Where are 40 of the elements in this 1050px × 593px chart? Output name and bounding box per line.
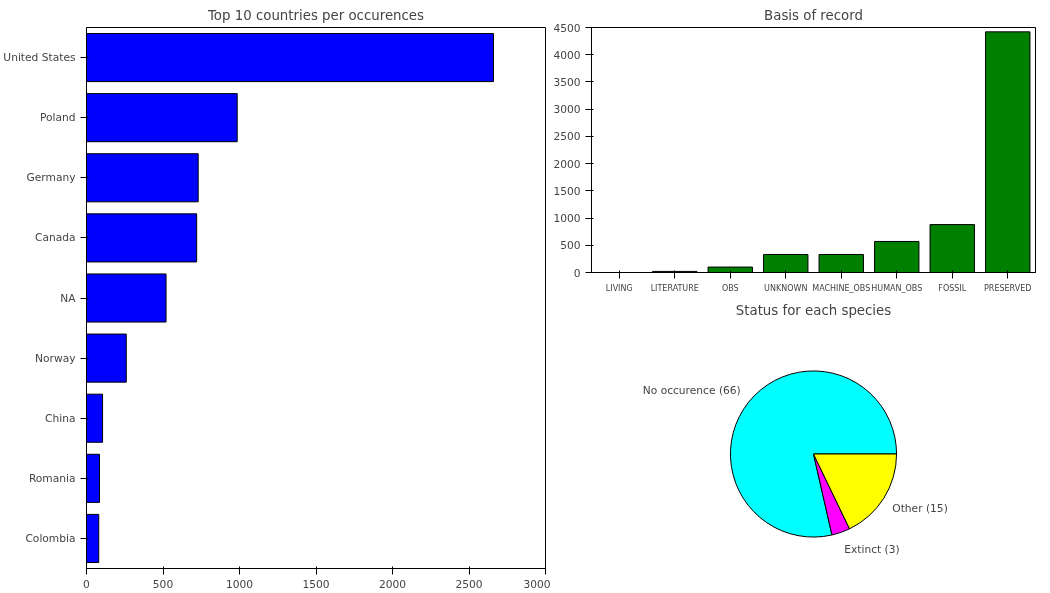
y-tick-label: Romania (28, 471, 76, 485)
x-tick-label: 500 (152, 577, 174, 591)
slice-label: No occurence (66) (642, 384, 741, 398)
x-tick-label: UNKNOWN (764, 283, 808, 293)
x-tick-label: OBS (721, 283, 739, 293)
x-tick-label: 1500 (302, 577, 330, 591)
x-tick-label: PRESERVED (984, 283, 1032, 293)
x-tick-label: 2000 (378, 577, 407, 591)
chart-title: Status for each species (735, 302, 892, 318)
chart-title: Basis of record (764, 7, 863, 23)
y-tick-label: China (45, 411, 76, 425)
y-tick-label: 4500 (553, 21, 581, 35)
y-tick-label: 3000 (553, 103, 581, 117)
y-tick-label: 1500 (553, 184, 581, 198)
y-tick-label: Poland (39, 111, 76, 125)
x-tick-label: LITERATURE (650, 283, 699, 293)
x-tick-label: HUMAN_OBS (871, 283, 923, 293)
y-tick-label: Colombia (25, 531, 76, 545)
y-tick-label: 4000 (553, 48, 581, 62)
y-tick-label: 500 (560, 239, 581, 253)
y-tick-label: NA (60, 291, 77, 305)
y-tick-label: 3500 (553, 75, 581, 89)
slice-label: Other (15) (892, 501, 948, 515)
x-tick-label: FOSSIL (938, 283, 967, 293)
y-tick-label: United States (3, 51, 76, 65)
y-tick-label: 2500 (553, 130, 581, 144)
y-tick-label: 1000 (553, 212, 581, 226)
x-tick-label: 0 (83, 577, 91, 591)
y-tick-label: Canada (34, 231, 76, 245)
x-tick-label: 3000 (523, 577, 551, 591)
slice-label: Extinct (3) (844, 543, 900, 557)
x-tick-label: LIVING (605, 283, 633, 293)
x-tick-label: 1000 (225, 577, 254, 591)
chart-title: Top 10 countries per occurences (206, 7, 425, 23)
x-tick-label: MACHINE_OBS (812, 283, 871, 293)
y-tick-label: Norway (35, 351, 76, 365)
y-tick-label: 0 (573, 266, 581, 280)
x-tick-label: 2500 (455, 577, 483, 591)
y-tick-label: 2000 (553, 157, 581, 171)
y-tick-label: Germany (26, 171, 76, 185)
